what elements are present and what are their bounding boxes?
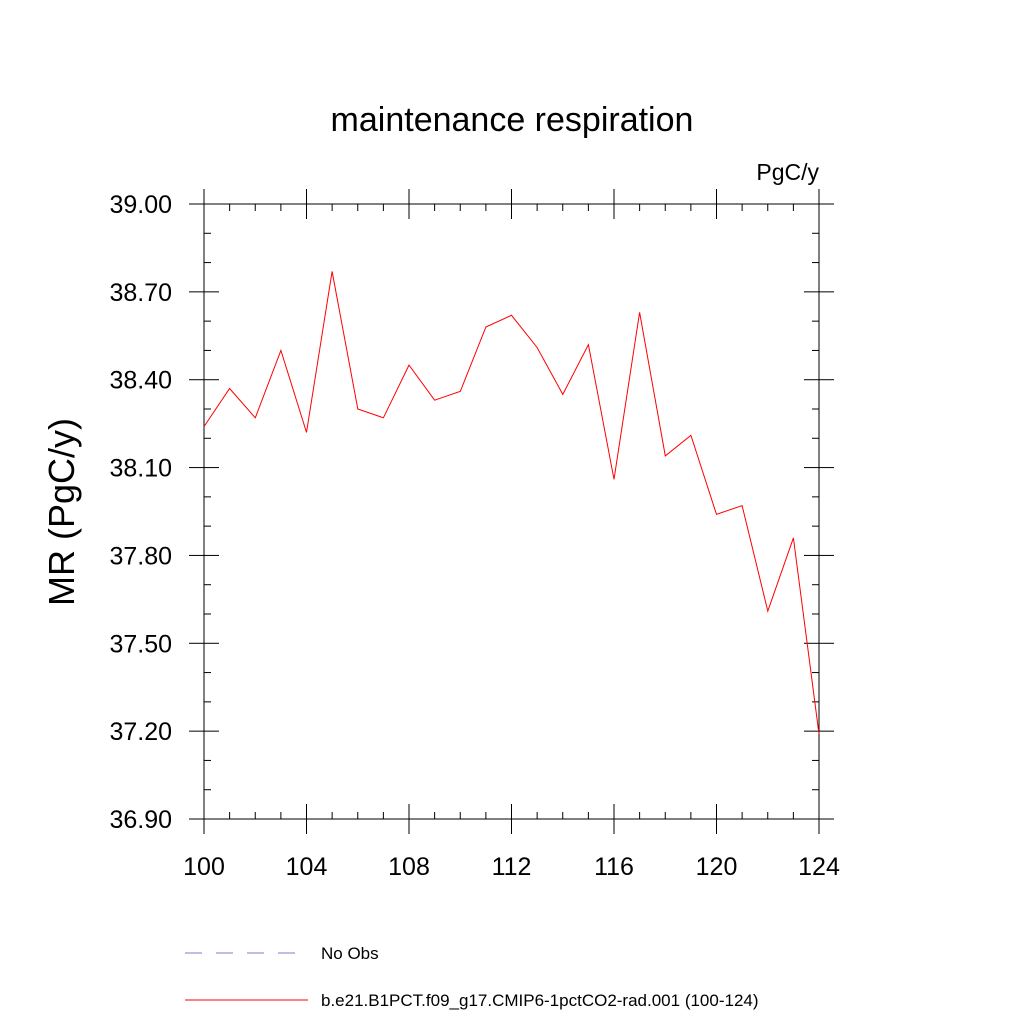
y-tick-label: 37.20 xyxy=(109,718,172,746)
legend-label-model: b.e21.B1PCT.f09_g17.CMIP6-1pctCO2-rad.00… xyxy=(321,991,759,1010)
series-layer xyxy=(203,271,820,735)
y-tick-label: 36.90 xyxy=(109,806,172,834)
units-label: PgC/y xyxy=(756,159,819,185)
y-axis-label: MR (PgC/y) xyxy=(41,418,82,606)
y-axis-tick-labels: 39.00 38.70 38.40 38.10 37.80 37.50 37.20 36.90 xyxy=(109,191,172,834)
legend: No Obs b.e21.B1PCT.f09_g17.CMIP6-1pctCO2… xyxy=(185,944,759,1010)
y-tick-label: 37.80 xyxy=(109,542,172,570)
y-tick-label: 38.70 xyxy=(109,279,172,307)
x-tick-label: 116 xyxy=(594,853,634,881)
x-tick-label: 108 xyxy=(388,853,430,881)
x-tick-label: 124 xyxy=(798,853,840,881)
x-tick-label: 120 xyxy=(696,853,738,881)
y-tick-label: 37.50 xyxy=(109,630,172,658)
x-tick-label: 104 xyxy=(286,853,328,881)
y-tick-label: 38.40 xyxy=(109,367,172,395)
y-tick-label: 38.10 xyxy=(109,455,172,483)
x-axis-tick-labels: 100 104 108 112 116 120 124 xyxy=(183,853,840,881)
legend-label-no-obs: No Obs xyxy=(321,944,379,963)
plot-frame xyxy=(203,203,820,820)
x-tick-label: 100 xyxy=(183,853,225,881)
series-line-0 xyxy=(203,271,820,735)
chart-title: maintenance respiration xyxy=(331,101,694,139)
y-tick-label: 39.00 xyxy=(109,191,172,219)
x-tick-label: 112 xyxy=(492,853,532,881)
axis-ticks xyxy=(189,189,834,834)
